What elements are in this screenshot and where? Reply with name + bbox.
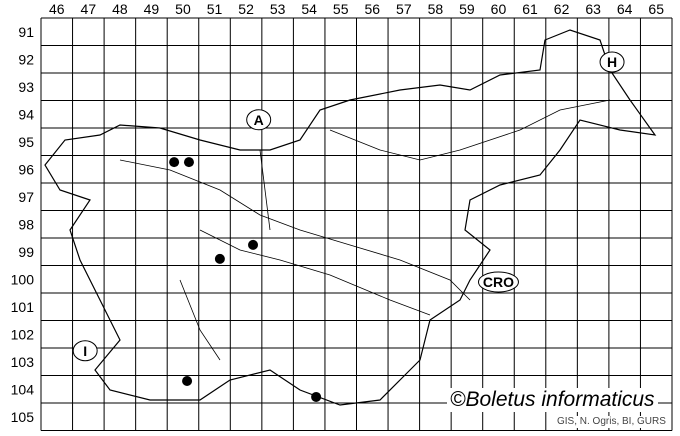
row-label: 93: [18, 79, 34, 95]
column-label: 54: [301, 1, 317, 17]
column-label: 63: [585, 1, 601, 17]
column-label: 49: [144, 1, 160, 17]
country-label: H: [607, 54, 617, 70]
row-label: 104: [11, 381, 35, 397]
row-label: 95: [18, 134, 34, 150]
column-label: 55: [333, 1, 349, 17]
row-label: 91: [18, 24, 34, 40]
column-label: 52: [238, 1, 254, 17]
column-label: 61: [522, 1, 538, 17]
row-label: 102: [11, 326, 35, 342]
row-label: 101: [11, 299, 35, 315]
country-label: I: [83, 343, 87, 359]
country-border: [44, 29, 657, 406]
country-label-oval: [72, 340, 98, 362]
column-label: 46: [49, 1, 65, 17]
row-label: 105: [11, 409, 35, 425]
column-label: 60: [491, 1, 507, 17]
column-label: 57: [396, 1, 412, 17]
country-label-oval: [477, 271, 519, 293]
row-label: 98: [18, 216, 34, 232]
country-label: CRO: [483, 274, 514, 290]
country-label-oval: [599, 51, 625, 73]
row-label: 94: [18, 106, 34, 122]
column-label: 62: [554, 1, 570, 17]
row-label: 92: [18, 51, 34, 67]
record-dot: [248, 239, 259, 250]
row-label: 97: [18, 189, 34, 205]
record-dot: [214, 253, 225, 264]
river: [259, 149, 271, 231]
record-dot: [183, 157, 194, 168]
column-label: 59: [459, 1, 475, 17]
source-credit: GIS, N. Ogris, BI, GURS: [555, 416, 668, 428]
column-label: 58: [428, 1, 444, 17]
column-label: 48: [112, 1, 128, 17]
row-label: 103: [11, 354, 35, 370]
record-dot: [311, 391, 322, 402]
column-label: 65: [648, 1, 664, 17]
river: [199, 229, 431, 316]
row-label: 100: [11, 271, 35, 287]
column-label: 53: [270, 1, 286, 17]
column-label: 56: [364, 1, 380, 17]
river: [329, 99, 611, 161]
country-label: A: [254, 112, 264, 128]
column-label: 47: [81, 1, 97, 17]
river: [179, 279, 221, 361]
row-label: 96: [18, 161, 34, 177]
column-label: 50: [175, 1, 191, 17]
record-dot: [182, 376, 193, 386]
country-label-oval: [246, 109, 272, 131]
river: [119, 159, 471, 301]
record-dot: [169, 157, 180, 168]
column-label: 64: [617, 1, 633, 17]
column-label: 51: [207, 1, 223, 17]
copyright-credit: ©Boletus informaticus: [447, 388, 658, 412]
row-label: 99: [18, 244, 34, 260]
